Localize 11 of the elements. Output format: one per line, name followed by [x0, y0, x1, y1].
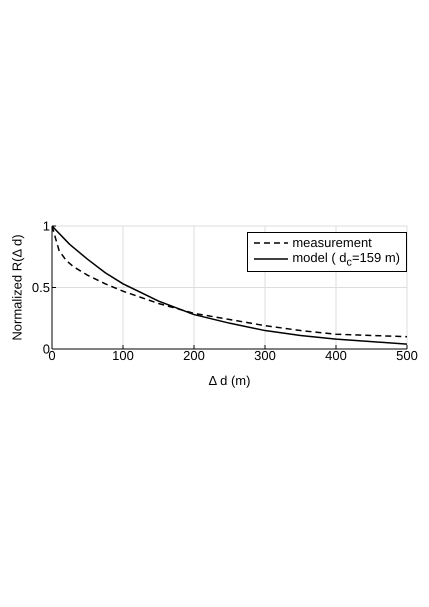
x-tick-label: 200: [183, 348, 205, 364]
x-tick-label: 300: [254, 348, 276, 364]
x-tick-label: 400: [325, 348, 347, 364]
x-tick-label: 500: [396, 348, 418, 364]
legend-label: model ( d$_{c}$=159 m): [292, 250, 400, 269]
x-axis-title: Δ d (m): [208, 373, 250, 388]
legend-label: measurement: [292, 235, 372, 250]
y-tick-label: 1: [42, 218, 50, 234]
y-axis-title: Normalized R(Δ d): [9, 234, 24, 341]
x-tick-label: 100: [112, 348, 134, 364]
y-tick-label: 0.5: [32, 280, 50, 296]
